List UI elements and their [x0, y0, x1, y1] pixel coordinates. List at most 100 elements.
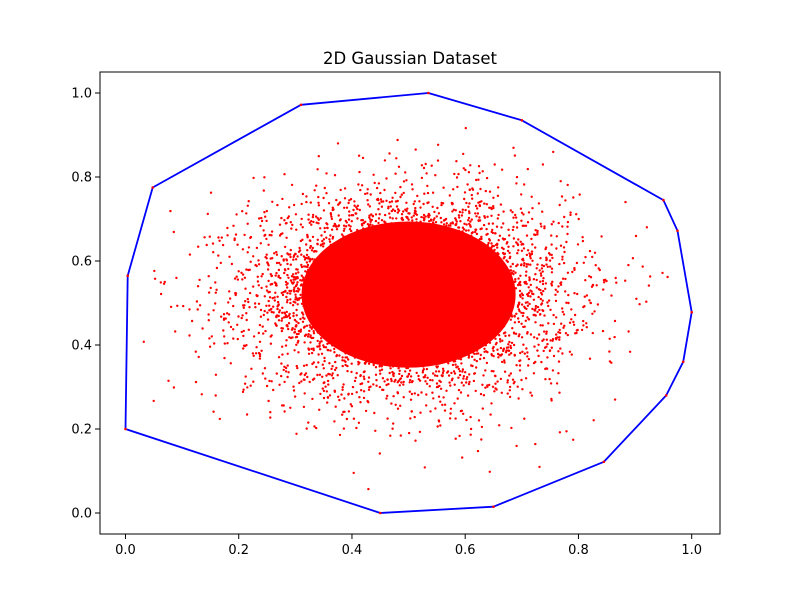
scatter-point	[380, 365, 383, 368]
scatter-point	[508, 385, 512, 389]
scatter-point	[520, 303, 524, 306]
scatter-point	[641, 265, 644, 268]
scatter-point	[542, 349, 545, 353]
scatter-point	[542, 309, 545, 313]
scatter-point	[432, 218, 435, 222]
scatter-point	[248, 291, 252, 295]
scatter-point	[552, 150, 555, 154]
scatter-point	[284, 314, 288, 317]
scatter-point	[372, 173, 375, 176]
scatter-point	[305, 427, 308, 430]
scatter-point	[371, 214, 374, 218]
scatter-point	[461, 211, 464, 214]
scatter-point	[666, 275, 669, 279]
scatter-point	[423, 217, 426, 221]
scatter-point	[281, 353, 284, 356]
scatter-point	[531, 217, 534, 221]
scatter-point	[520, 193, 523, 196]
scatter-point	[194, 380, 198, 384]
scatter-point	[443, 409, 447, 412]
scatter-point	[519, 351, 522, 355]
scatter-point	[265, 253, 268, 256]
scatter-point	[311, 215, 315, 219]
scatter-point	[273, 252, 276, 255]
scatter-point	[240, 316, 243, 320]
scatter-point	[602, 281, 606, 284]
scatter-point	[448, 417, 452, 420]
scatter-point	[306, 375, 309, 379]
scatter-point	[341, 359, 344, 362]
scatter-point	[366, 188, 369, 191]
scatter-point	[293, 331, 296, 334]
scatter-point	[369, 193, 372, 196]
scatter-point	[573, 266, 576, 270]
scatter-point	[257, 331, 260, 335]
scatter-point	[266, 261, 269, 264]
scatter-point	[262, 313, 265, 317]
scatter-point	[429, 378, 432, 382]
scatter-point	[319, 227, 322, 230]
scatter-point	[262, 189, 265, 192]
scatter-point	[297, 271, 300, 274]
scatter-point	[242, 306, 245, 309]
scatter-point	[537, 343, 540, 346]
scatter-point	[446, 371, 449, 374]
scatter-point	[242, 329, 245, 333]
scatter-point	[566, 183, 569, 187]
scatter-point	[278, 223, 282, 226]
scatter-point	[411, 188, 414, 191]
scatter-point	[362, 375, 365, 378]
scatter-point	[299, 328, 303, 331]
scatter-point	[529, 263, 532, 266]
scatter-point	[474, 204, 478, 208]
scatter-point	[475, 178, 478, 182]
scatter-point	[497, 213, 500, 217]
scatter-point	[525, 282, 528, 285]
scatter-point	[308, 239, 311, 242]
scatter-point	[361, 156, 365, 160]
scatter-point	[343, 397, 346, 400]
scatter-point	[311, 378, 315, 381]
scatter-point	[327, 202, 331, 205]
scatter-point	[561, 258, 564, 261]
scatter-point	[326, 396, 330, 399]
scatter-point	[464, 168, 467, 172]
scatter-point	[566, 271, 570, 274]
scatter-point	[436, 365, 439, 368]
scatter-point	[521, 242, 524, 245]
scatter-point	[362, 396, 366, 400]
scatter-point	[255, 346, 258, 349]
scatter-point	[561, 310, 564, 314]
scatter-point	[188, 308, 191, 311]
scatter-point	[195, 300, 199, 303]
scatter-point	[345, 356, 349, 359]
scatter-point	[547, 252, 551, 255]
scatter-point	[591, 331, 594, 335]
scatter-point	[514, 271, 517, 274]
scatter-point	[464, 371, 467, 374]
scatter-point	[498, 334, 501, 337]
scatter-point	[531, 259, 534, 262]
scatter-point	[295, 364, 298, 368]
scatter-point	[425, 172, 428, 175]
scatter-point	[267, 299, 270, 303]
scatter-point	[172, 230, 175, 234]
scatter-point	[309, 326, 312, 329]
scatter-point	[567, 301, 570, 305]
scatter-point	[285, 295, 288, 299]
scatter-point	[461, 456, 464, 459]
scatter-point	[470, 355, 474, 358]
scatter-point	[513, 354, 516, 357]
scatter-point	[529, 333, 533, 336]
scatter-point	[276, 307, 279, 311]
scatter-point	[439, 424, 442, 427]
scatter-point	[568, 350, 572, 353]
scatter-point	[390, 379, 393, 383]
scatter-point	[588, 275, 591, 278]
scatter-point	[285, 301, 289, 304]
scatter-point	[276, 203, 279, 207]
scatter-point	[581, 236, 584, 239]
scatter-point	[312, 347, 315, 350]
scatter-point	[268, 309, 271, 312]
scatter-point	[576, 243, 580, 246]
